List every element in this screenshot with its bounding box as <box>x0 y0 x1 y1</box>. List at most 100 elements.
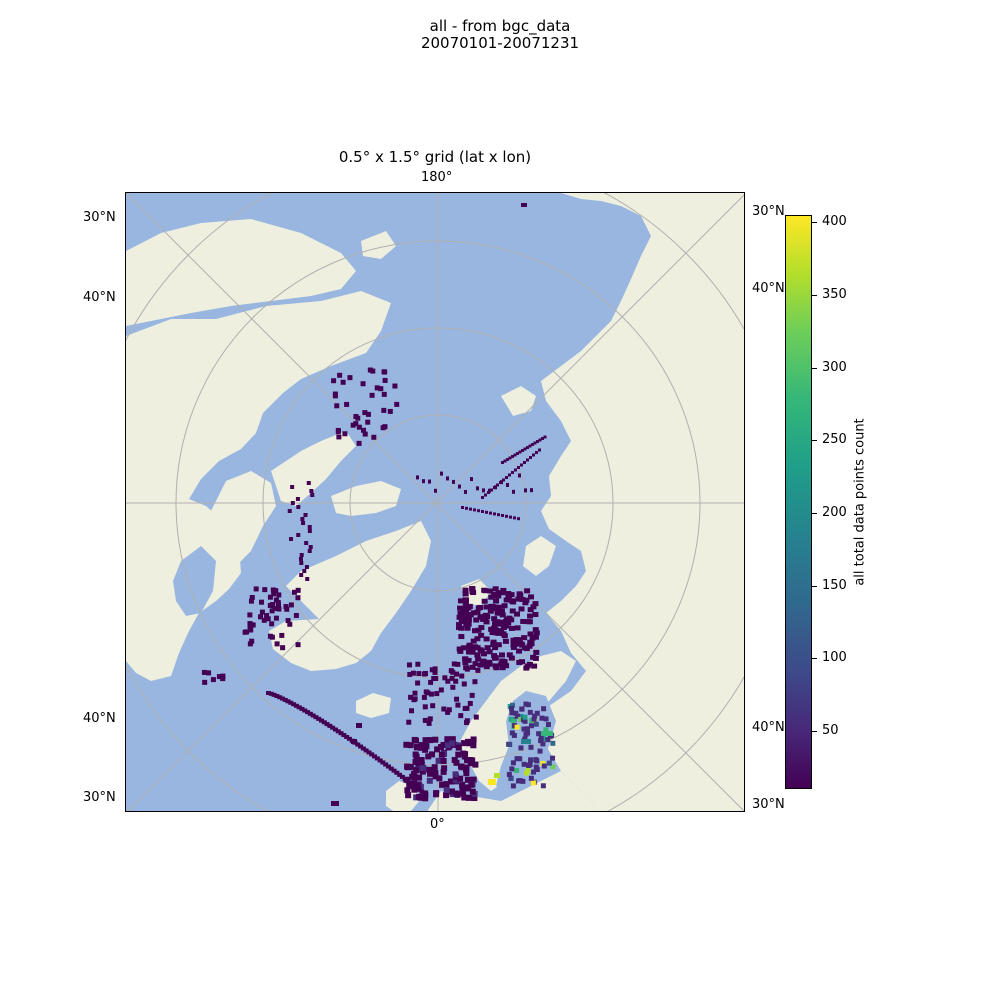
data-cell <box>433 791 440 798</box>
data-cell <box>383 762 389 767</box>
data-cell <box>428 479 431 484</box>
data-cell <box>464 757 471 764</box>
data-cell <box>411 786 418 793</box>
data-cell <box>466 642 473 648</box>
data-cell <box>443 782 450 789</box>
data-cell <box>242 629 248 635</box>
data-cell <box>540 783 546 789</box>
data-cell <box>513 637 520 643</box>
data-cell <box>524 588 531 594</box>
data-cell <box>276 606 282 612</box>
data-cell <box>275 599 281 605</box>
baffin-island <box>211 471 276 566</box>
data-cell <box>426 777 433 784</box>
ellesmere-island <box>331 481 401 516</box>
data-cell <box>410 670 416 676</box>
data-cell <box>404 787 411 794</box>
data-cell <box>409 773 416 780</box>
data-cell <box>516 659 523 665</box>
data-cell <box>453 678 459 684</box>
data-cell <box>394 401 400 407</box>
data-cell <box>419 764 426 771</box>
data-cell <box>543 727 549 733</box>
data-cell <box>334 403 340 409</box>
data-cell <box>463 621 470 627</box>
data-cell <box>478 632 485 638</box>
data-cell <box>505 476 508 479</box>
data-cell <box>477 509 480 513</box>
data-cell <box>465 738 472 745</box>
data-cell <box>276 592 282 598</box>
data-cell <box>458 713 464 719</box>
data-cell <box>478 614 485 620</box>
data-cell <box>505 514 508 518</box>
data-cell <box>489 511 492 515</box>
data-cell <box>210 677 216 683</box>
continental-europe <box>427 771 600 811</box>
data-cell <box>467 760 474 767</box>
data-cell <box>455 751 462 758</box>
data-cell <box>508 625 515 631</box>
data-cell <box>417 794 424 801</box>
data-cell <box>458 617 465 623</box>
data-cell <box>516 452 519 455</box>
data-cell <box>493 665 500 671</box>
data-cell <box>413 744 420 751</box>
data-cell <box>502 623 509 629</box>
data-cell <box>309 489 314 493</box>
data-cell <box>451 661 457 667</box>
data-cell <box>531 716 537 722</box>
data-cell <box>458 763 465 770</box>
data-cell <box>532 634 539 640</box>
data-cell <box>454 671 460 677</box>
data-cell <box>534 710 540 716</box>
data-cell <box>474 652 481 658</box>
data-cell <box>513 611 520 617</box>
data-cell <box>299 573 304 577</box>
data-cell <box>529 635 536 641</box>
data-cell <box>502 478 505 482</box>
data-cell <box>271 692 277 697</box>
data-cell <box>455 661 461 667</box>
data-cell <box>528 444 532 448</box>
data-cell <box>491 629 498 635</box>
data-cell <box>528 744 534 750</box>
data-cell <box>422 717 428 723</box>
data-cell <box>530 604 537 610</box>
data-cell <box>492 655 499 661</box>
data-cell <box>460 614 467 620</box>
data-cell <box>413 767 420 774</box>
data-cell <box>514 625 521 631</box>
data-cell <box>262 587 268 593</box>
data-cell <box>517 778 523 784</box>
data-cell <box>220 676 226 682</box>
data-cell <box>522 736 528 742</box>
data-cell <box>547 733 553 739</box>
data-cell <box>427 737 434 744</box>
data-cell <box>408 694 414 700</box>
data-cell <box>510 718 516 724</box>
data-cell <box>385 764 391 769</box>
data-cell <box>367 367 373 373</box>
data-cell <box>295 642 301 648</box>
colorbar-tick-mark <box>812 294 817 296</box>
data-cell <box>280 645 286 651</box>
data-cell <box>436 775 443 782</box>
data-cell <box>335 428 341 434</box>
data-cell <box>451 757 458 764</box>
data-cell <box>518 745 524 751</box>
graticule <box>126 193 744 811</box>
data-cell <box>526 661 533 667</box>
data-cell <box>501 514 504 517</box>
data-cell <box>481 510 484 513</box>
data-cell <box>518 450 522 454</box>
data-cell <box>261 617 267 623</box>
data-cell <box>432 769 439 776</box>
data-cell <box>457 598 464 604</box>
data-cell <box>411 783 417 788</box>
data-cell <box>267 602 273 608</box>
colorbar-tick-label: 50 <box>822 722 839 738</box>
data-cell <box>511 455 514 458</box>
data-cell <box>305 710 311 715</box>
data-cell <box>253 586 259 592</box>
